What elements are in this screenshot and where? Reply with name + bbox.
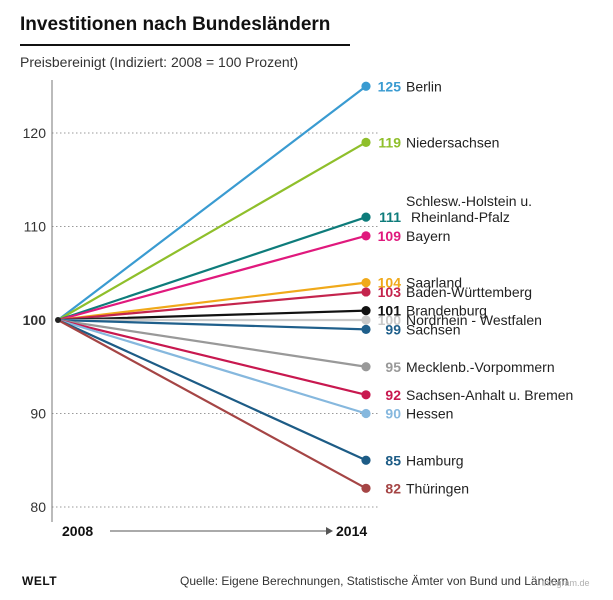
y-tick-label: 120 xyxy=(23,125,47,141)
series-value-label: 125 xyxy=(378,78,402,94)
series-line xyxy=(56,290,368,322)
series-name-label: Thüringen xyxy=(406,480,469,496)
series-name-label: Nordrhein - Westfalen xyxy=(406,312,542,328)
chart-title: Investitionen nach Bundesländern xyxy=(20,14,331,35)
series-value-label: 92 xyxy=(385,387,401,403)
series-end-point xyxy=(361,324,371,334)
series-name-label: Brandenburg xyxy=(406,303,487,319)
y-tick-label: 110 xyxy=(24,219,47,235)
series-line xyxy=(56,318,368,415)
chart-subtitle: Preisbereinigt (Indiziert: 2008 = 100 Pr… xyxy=(20,54,299,70)
series-end-point xyxy=(361,483,371,493)
series-end-point xyxy=(361,278,371,288)
series-name-label: Saarland xyxy=(406,275,462,291)
x-axis-arrow-head xyxy=(326,527,333,535)
series-line xyxy=(56,141,368,322)
origin-point xyxy=(55,317,61,323)
series-end-point xyxy=(361,408,371,419)
series-name-label: Berlin xyxy=(406,78,442,94)
series-end-point xyxy=(361,315,371,325)
credit-note: infogram.de xyxy=(542,578,590,588)
source-note: Quelle: Eigene Berechnungen, Statistisch… xyxy=(180,574,569,588)
series-name-label: Schlesw.-Holstein u. xyxy=(406,193,532,209)
series-name-label: Hamburg xyxy=(406,452,464,468)
series-line xyxy=(56,309,368,322)
line-chart: 80 90 100 110 120 2008 2014 125 Berlin 119 Nieders… xyxy=(23,78,574,539)
y-tick-label: 90 xyxy=(30,406,46,422)
series-value-label: 85 xyxy=(385,452,401,468)
series-end-point xyxy=(361,306,371,316)
series-line xyxy=(56,85,368,322)
series-end-point xyxy=(361,455,371,465)
y-tick-label: 80 xyxy=(30,499,46,515)
series-line xyxy=(56,318,368,368)
series-value-label: 101 xyxy=(378,303,402,319)
series-end-point xyxy=(361,362,371,372)
series-name-label: Mecklenb.-Vorpommern xyxy=(406,359,555,375)
series-end-point xyxy=(361,81,371,91)
series-name-label: Bayern xyxy=(406,228,450,244)
x-tick-label: 2014 xyxy=(336,523,367,539)
series-line xyxy=(56,318,368,396)
series-name-label: Baden-Württemberg xyxy=(406,284,532,300)
series-line xyxy=(56,281,368,322)
series-value-label: 100 xyxy=(378,312,402,328)
series-name-label: Rheinland-Pfalz xyxy=(411,209,510,225)
series-value-label: 109 xyxy=(378,228,402,244)
series-name-label: Sachsen-Anhalt u. Bremen xyxy=(406,387,573,403)
series-value-label: 90 xyxy=(385,406,401,422)
series-value-label: 119 xyxy=(378,134,401,150)
series-value-label: 82 xyxy=(385,480,401,496)
series-value-label: 103 xyxy=(378,284,402,300)
series-line xyxy=(56,234,368,322)
series-end-point xyxy=(361,390,371,400)
x-tick-label: 2008 xyxy=(62,523,93,539)
series-name-label: Hessen xyxy=(406,406,453,422)
series-value-label: 104 xyxy=(378,275,402,291)
series-end-point xyxy=(361,231,371,241)
series-end-point xyxy=(361,137,371,147)
series-end-point xyxy=(361,212,371,222)
title-underline xyxy=(20,44,350,46)
series-end-point xyxy=(361,287,371,297)
series-line xyxy=(56,216,368,322)
series-value-label: 95 xyxy=(385,359,401,375)
series-name-label: Niedersachsen xyxy=(406,134,499,150)
series-value-label: 111 xyxy=(379,209,401,225)
series-line xyxy=(56,318,368,490)
welt-logo: WELT xyxy=(22,574,58,588)
series-line xyxy=(56,318,368,462)
series-name-label: Sachsen xyxy=(406,321,460,337)
y-tick-label: 100 xyxy=(23,312,47,328)
series-line xyxy=(56,318,368,331)
series-value-label: 99 xyxy=(385,321,401,337)
